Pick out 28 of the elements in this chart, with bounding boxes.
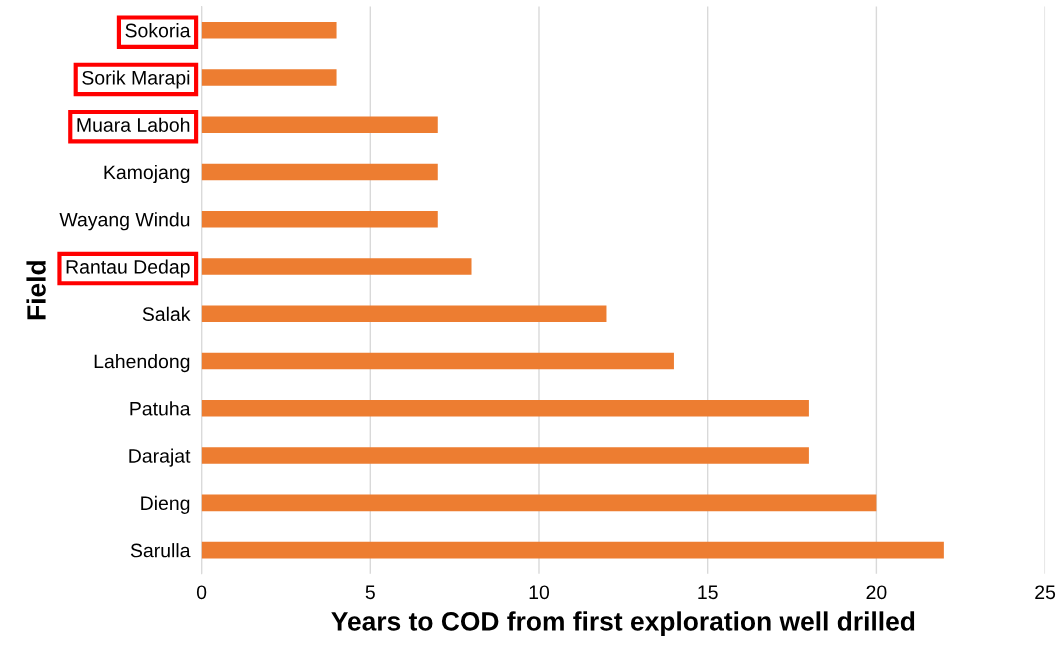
bar (201, 447, 809, 464)
bar (201, 305, 607, 323)
bar (201, 541, 944, 559)
y-tick-label: Sorik Marapi (82, 70, 190, 89)
y-tick-label: Lahendong (94, 354, 190, 373)
x-tick-label: 5 (365, 585, 375, 600)
x-tick-label: 0 (196, 585, 207, 600)
y-tick-label: Wayang Windu (59, 212, 190, 231)
bar (201, 400, 809, 417)
y-tick-label: Salak (142, 306, 191, 322)
x-tick-label: 10 (529, 585, 550, 600)
y-tick-label: Sokoria (125, 23, 191, 38)
y-tick-label: Patuha (130, 401, 191, 416)
bar (201, 210, 438, 228)
bar (201, 163, 438, 181)
x-tick-label: 20 (866, 585, 887, 600)
bar (201, 494, 877, 512)
y-tick-label: Muara Laboh (77, 117, 190, 132)
y-axis-title: Field (26, 261, 46, 320)
x-tick-label: 25 (1035, 585, 1056, 600)
bar (201, 352, 674, 370)
y-tick-label: Kamojang (104, 164, 190, 184)
y-tick-label: Sarulla (130, 543, 191, 558)
y-tick-label: Rantau Dedap (66, 259, 190, 278)
y-tick-label: Dieng (141, 495, 190, 514)
y-tick-label: Darajat (129, 448, 191, 467)
x-tick-label: 15 (698, 585, 718, 600)
x-axis-title: Years to COD from first exploration well drilled (331, 611, 915, 636)
